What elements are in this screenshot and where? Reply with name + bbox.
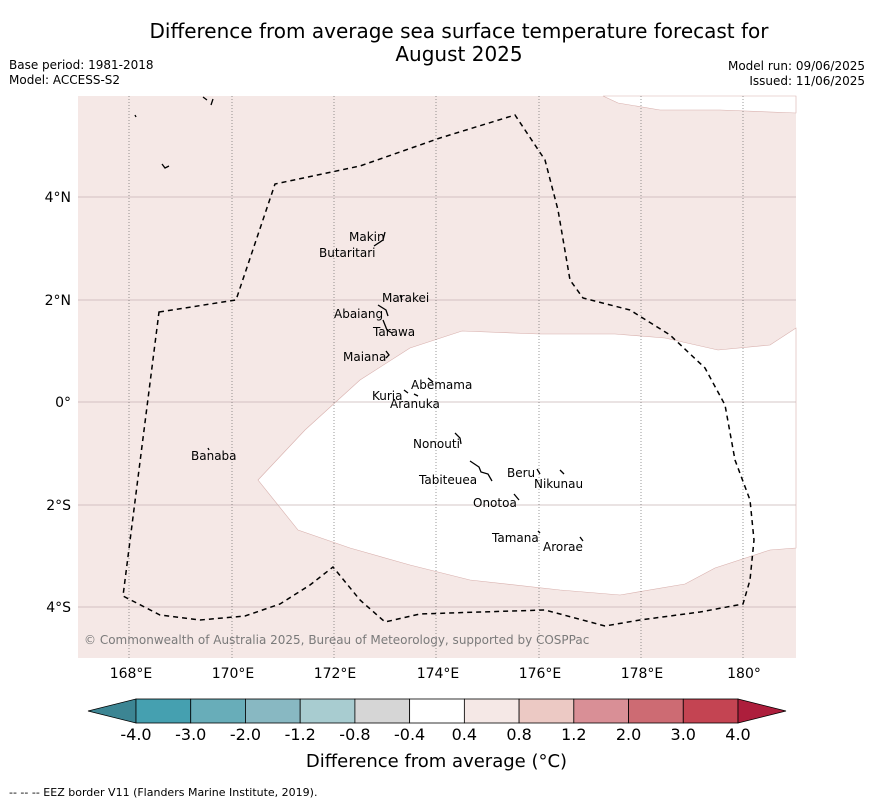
colorbar-bin	[135, 698, 192, 724]
colorbar-bin	[518, 698, 575, 724]
colorbar-bin	[682, 698, 739, 724]
place-labels: Makin Butaritari Marakei Abaiang Tarawa …	[191, 230, 583, 554]
place-label-aranuka: Aranuka	[390, 397, 440, 411]
colorbar-tick: 0.4	[452, 725, 477, 744]
colorbar-tick: -3.0	[175, 725, 206, 744]
colorbar-bin	[190, 698, 246, 724]
lon-tick: 172°E	[314, 666, 357, 682]
anomaly-region-neutral-north	[602, 95, 797, 114]
place-label-tarawa: Tarawa	[372, 325, 415, 339]
copyright-notice: © Commonwealth of Australia 2025, Bureau…	[84, 633, 589, 647]
place-label-onotoa: Onotoa	[473, 496, 517, 510]
lon-tick: 174°E	[417, 666, 460, 682]
colorbar-tick: 0.8	[506, 725, 531, 744]
colorbar-tick: 3.0	[671, 725, 696, 744]
model-run: Model run: 09/06/2025	[727, 59, 865, 73]
lon-tick: 170°E	[212, 666, 255, 682]
place-label-beru: Beru	[507, 466, 535, 480]
place-label-makin: Makin	[349, 230, 385, 244]
model-name: Model: ACCESS-S2	[9, 73, 121, 87]
colorbar-bin	[463, 698, 520, 724]
eez-border	[122, 114, 755, 627]
colorbar	[87, 698, 787, 724]
meta-left: Base period: 1981-2018 Model: ACCESS-S2	[9, 58, 154, 88]
colorbar-bin	[573, 698, 629, 724]
colorbar-tick: 4.0	[725, 725, 750, 744]
lat-tick: 4°S	[46, 600, 71, 616]
place-label-arorae: Arorae	[543, 540, 583, 554]
lat-tick-labels: 4°N 2°N 0° 2°S 4°S	[45, 190, 72, 616]
colorbar-tick: 1.2	[561, 725, 586, 744]
lon-tick-labels: 168°E 170°E 172°E 174°E 176°E 178°E 180°	[110, 666, 761, 682]
map-title: Difference from average sea surface temp…	[149, 19, 769, 66]
colorbar-tick: 2.0	[616, 725, 641, 744]
lat-tick: 2°N	[45, 293, 71, 309]
meta-right: Model run: 09/06/2025 Issued: 11/06/2025	[728, 59, 865, 89]
issued-date: Issued: 11/06/2025	[749, 74, 865, 88]
place-label-kuria: Kuria	[372, 389, 403, 403]
colorbar-bin	[409, 698, 465, 724]
place-label-tamana: Tamana	[491, 531, 539, 545]
colorbar-tick: -0.8	[339, 725, 370, 744]
place-label-tabiteuea: Tabiteuea	[418, 473, 477, 487]
colorbar-tick: -2.0	[230, 725, 261, 744]
lon-gridlines	[128, 96, 744, 658]
lat-gridlines	[78, 196, 796, 608]
lat-tick: 2°S	[46, 498, 71, 514]
colorbar-tick-labels: -4.0 -3.0 -2.0 -1.2 -0.8 -0.4 0.4 0.8 1.2 2.0 3.0 4…	[120, 725, 750, 744]
place-label-nikunau: Nikunau	[534, 477, 583, 491]
islands	[134, 96, 584, 542]
colorbar-bin	[299, 698, 356, 724]
colorbar-tick: -0.4	[394, 725, 425, 744]
place-label-abemama: Abemama	[411, 378, 472, 392]
place-label-maiana: Maiana	[343, 350, 386, 364]
footnote: -- -- -- EEZ border V11 (Flanders Marine…	[9, 786, 318, 799]
colorbar-bin	[628, 698, 684, 724]
lat-tick: 0°	[55, 395, 71, 411]
place-label-butaritari: Butaritari	[319, 246, 376, 260]
colorbar-extend-low	[87, 698, 137, 724]
lon-tick: 168°E	[110, 666, 153, 682]
colorbar-tick: -4.0	[120, 725, 151, 744]
colorbar-tick: -1.2	[285, 725, 316, 744]
place-label-abaiang: Abaiang	[334, 307, 383, 321]
place-label-banaba: Banaba	[191, 449, 237, 463]
colorbar-bin	[245, 698, 301, 724]
colorbar-bin	[354, 698, 411, 724]
place-label-marakei: Marakei	[382, 291, 429, 305]
place-label-nonouti: Nonouti	[413, 437, 460, 451]
colorbar-label: Difference from average (°C)	[305, 751, 568, 772]
colorbar-extend-high	[737, 698, 787, 724]
base-period: Base period: 1981-2018	[9, 58, 154, 72]
lat-tick: 4°N	[45, 190, 71, 206]
lon-tick: 176°E	[519, 666, 562, 682]
lon-tick: 180°	[727, 666, 761, 682]
lon-tick: 178°E	[621, 666, 664, 682]
